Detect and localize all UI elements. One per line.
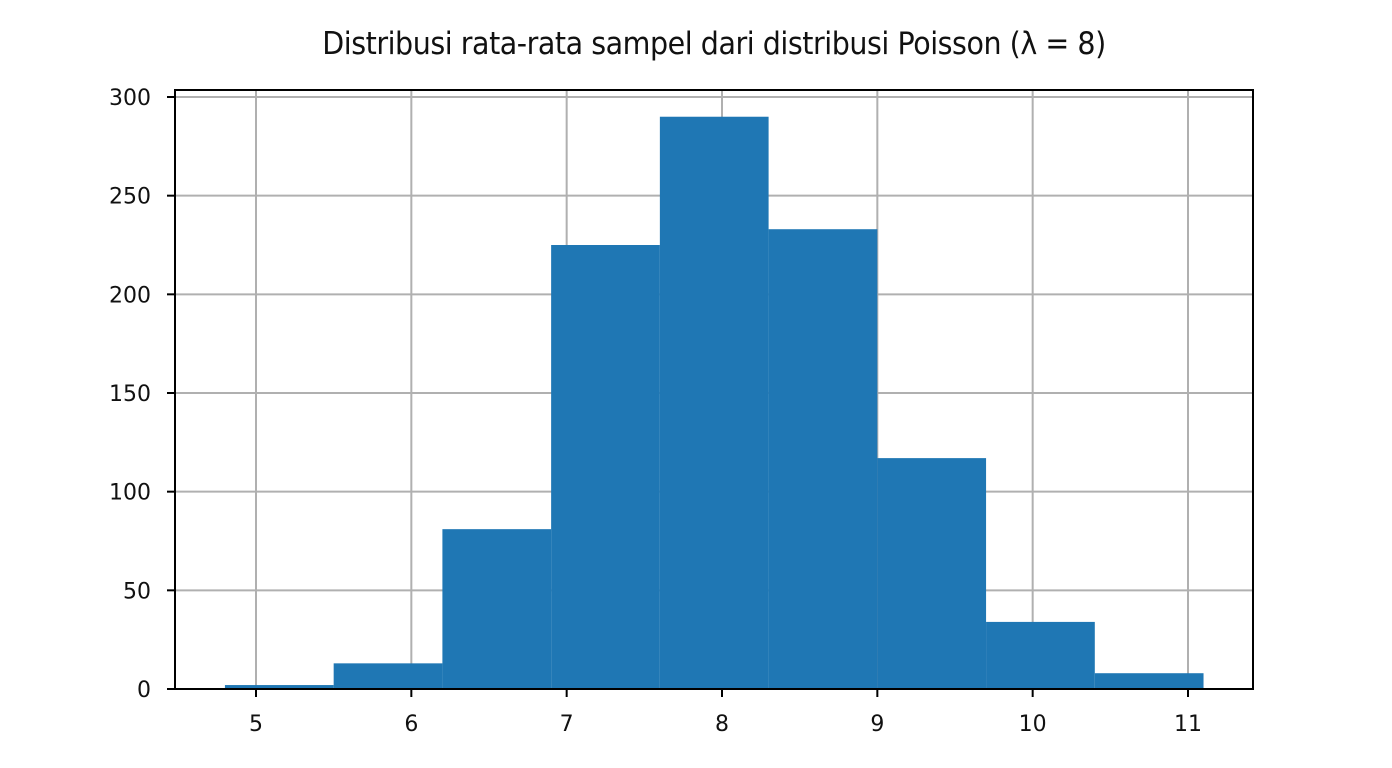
histogram-bar bbox=[877, 458, 987, 689]
x-tick-label: 5 bbox=[249, 712, 263, 737]
histogram-bar bbox=[1094, 673, 1204, 689]
histogram-bar bbox=[768, 229, 878, 690]
x-tick-label: 6 bbox=[404, 712, 418, 737]
y-tick-label: 100 bbox=[109, 481, 151, 506]
x-tick-label: 7 bbox=[560, 712, 574, 737]
histogram-bar bbox=[333, 663, 443, 689]
x-axis-ticks: 5 6 7 8 9 10 11 bbox=[249, 689, 1202, 737]
y-tick-label: 200 bbox=[109, 283, 151, 308]
histogram-bar bbox=[442, 529, 552, 689]
y-tick-label: 150 bbox=[109, 382, 151, 407]
histogram-bar bbox=[986, 621, 1095, 689]
chart-title: Distribusi rata-rata sampel dari distrib… bbox=[322, 26, 1106, 62]
y-tick-label: 300 bbox=[109, 86, 151, 111]
y-tick-label: 50 bbox=[123, 579, 151, 604]
y-tick-label: 250 bbox=[109, 185, 151, 210]
histogram-bar bbox=[224, 685, 334, 689]
x-tick-label: 11 bbox=[1174, 712, 1202, 737]
y-tick-label: 0 bbox=[137, 678, 151, 703]
x-tick-label: 8 bbox=[715, 712, 729, 737]
histogram-bar bbox=[551, 245, 660, 689]
x-tick-label: 9 bbox=[870, 712, 884, 737]
axes-frame bbox=[174, 89, 1254, 690]
y-axis-ticks: 0 50 100 150 200 250 300 bbox=[109, 86, 175, 703]
x-tick-label: 10 bbox=[1019, 712, 1047, 737]
histogram-bars bbox=[224, 116, 1204, 690]
histogram-bar bbox=[659, 116, 769, 689]
